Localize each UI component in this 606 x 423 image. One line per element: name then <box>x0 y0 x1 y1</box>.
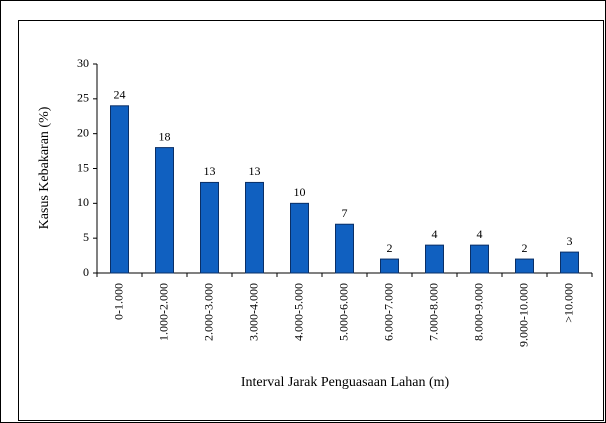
bar <box>470 244 489 274</box>
bar <box>155 147 174 274</box>
x-tick-label: 1.000-2.000 <box>156 283 170 341</box>
value-label: 4 <box>477 227 483 241</box>
x-tick-label: >10.000 <box>561 283 575 323</box>
bar <box>425 244 444 274</box>
value-label: 3 <box>567 234 573 248</box>
y-axis-label: Kasus Kebakaran (%) <box>37 106 52 229</box>
y-tick-label: 30 <box>77 56 89 70</box>
bar <box>560 251 579 274</box>
x-tick-label: 7.000-8.000 <box>426 283 440 341</box>
x-tick-label: 6.000-7.000 <box>381 283 395 341</box>
value-label: 24 <box>114 88 126 102</box>
value-label: 2 <box>387 241 393 255</box>
y-tick-label: 20 <box>77 125 89 139</box>
value-label: 13 <box>204 164 216 178</box>
bar <box>245 181 264 274</box>
x-tick-label: 3.000-4.000 <box>246 283 260 341</box>
bar <box>110 105 129 274</box>
y-tick-label: 25 <box>77 91 89 105</box>
bar <box>200 181 219 274</box>
x-tick-label: 2.000-3.000 <box>201 283 215 341</box>
value-label: 7 <box>342 206 348 220</box>
y-tick-label: 5 <box>83 230 89 244</box>
y-tick-label: 15 <box>77 160 89 174</box>
value-label: 18 <box>159 129 171 143</box>
x-tick-label: 9.000-10.000 <box>516 283 530 347</box>
x-axis-label: Interval Jarak Penguasaan Lahan (m) <box>241 375 450 390</box>
x-tick-label: 4.000-5.000 <box>291 283 305 341</box>
value-label: 4 <box>432 227 438 241</box>
y-tick-label: 0 <box>83 265 89 279</box>
x-tick-label: 5.000-6.000 <box>336 283 350 341</box>
bar <box>290 202 309 274</box>
x-tick-label: 8.000-9.000 <box>471 283 485 341</box>
value-label: 2 <box>522 241 528 255</box>
y-tick-label: 10 <box>77 195 89 209</box>
bar <box>380 258 399 274</box>
bar <box>335 223 354 274</box>
value-label: 13 <box>249 164 261 178</box>
chart-frame <box>18 20 604 421</box>
value-label: 10 <box>294 185 306 199</box>
bar <box>515 258 534 274</box>
x-tick-label: 0-1.000 <box>111 283 125 320</box>
